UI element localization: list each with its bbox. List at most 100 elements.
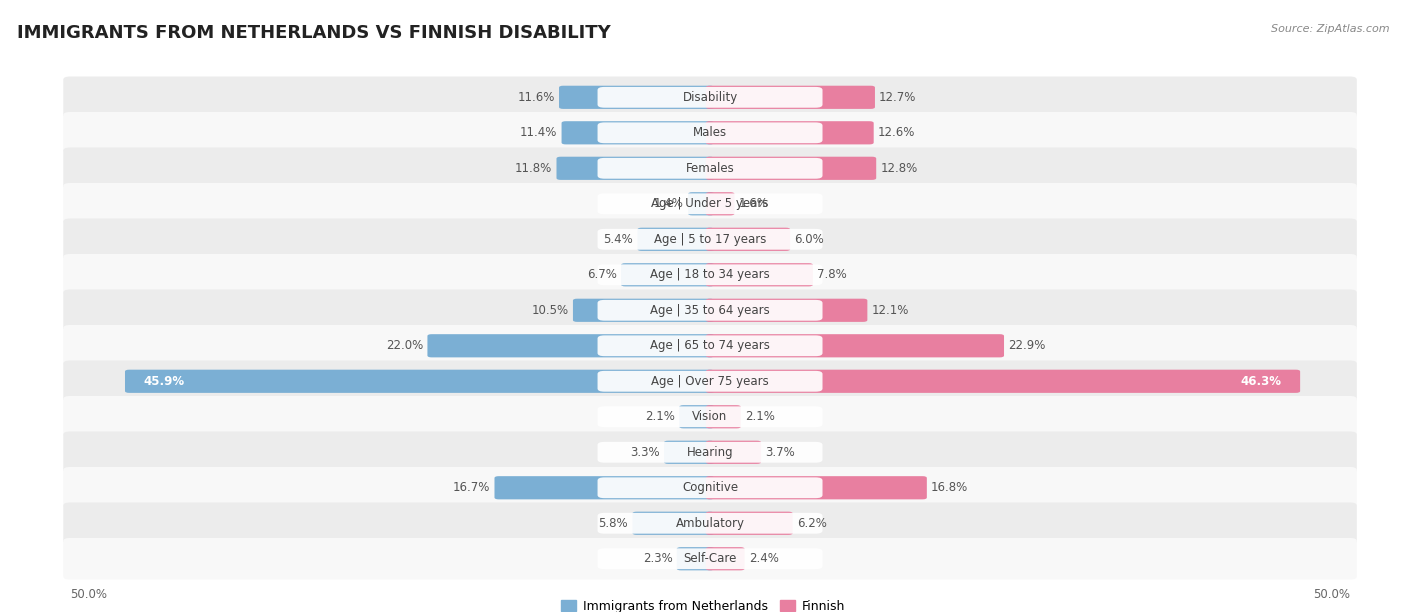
FancyBboxPatch shape [125, 370, 714, 393]
Text: Age | 65 to 74 years: Age | 65 to 74 years [650, 339, 770, 353]
FancyBboxPatch shape [706, 228, 790, 251]
Text: 2.3%: 2.3% [643, 552, 672, 565]
FancyBboxPatch shape [561, 121, 714, 144]
FancyBboxPatch shape [63, 467, 1357, 509]
FancyBboxPatch shape [706, 512, 793, 535]
Text: 22.9%: 22.9% [1008, 339, 1046, 353]
FancyBboxPatch shape [706, 405, 741, 428]
FancyBboxPatch shape [706, 334, 1004, 357]
FancyBboxPatch shape [63, 254, 1357, 296]
Text: 1.4%: 1.4% [654, 197, 683, 211]
Text: 2.1%: 2.1% [745, 410, 775, 424]
FancyBboxPatch shape [637, 228, 714, 251]
Text: 5.4%: 5.4% [603, 233, 633, 246]
FancyBboxPatch shape [706, 157, 876, 180]
FancyBboxPatch shape [598, 477, 823, 498]
Text: Age | 35 to 64 years: Age | 35 to 64 years [650, 304, 770, 317]
Text: Females: Females [686, 162, 734, 175]
Text: 11.6%: 11.6% [517, 91, 555, 104]
Text: 50.0%: 50.0% [70, 588, 107, 600]
FancyBboxPatch shape [574, 299, 714, 322]
FancyBboxPatch shape [598, 264, 823, 285]
FancyBboxPatch shape [63, 147, 1357, 189]
Text: 11.8%: 11.8% [515, 162, 553, 175]
Legend: Immigrants from Netherlands, Finnish: Immigrants from Netherlands, Finnish [557, 595, 849, 612]
FancyBboxPatch shape [598, 300, 823, 321]
FancyBboxPatch shape [633, 512, 714, 535]
Text: 3.3%: 3.3% [630, 446, 659, 459]
FancyBboxPatch shape [63, 431, 1357, 473]
Text: Ambulatory: Ambulatory [675, 517, 745, 530]
FancyBboxPatch shape [706, 121, 873, 144]
FancyBboxPatch shape [598, 442, 823, 463]
FancyBboxPatch shape [706, 441, 761, 464]
FancyBboxPatch shape [706, 299, 868, 322]
FancyBboxPatch shape [676, 547, 714, 570]
Text: 5.8%: 5.8% [599, 517, 628, 530]
FancyBboxPatch shape [598, 193, 823, 214]
Text: Self-Care: Self-Care [683, 552, 737, 565]
FancyBboxPatch shape [706, 370, 1301, 393]
FancyBboxPatch shape [598, 122, 823, 143]
Text: Age | 18 to 34 years: Age | 18 to 34 years [650, 268, 770, 282]
FancyBboxPatch shape [706, 547, 745, 570]
Text: Age | Over 75 years: Age | Over 75 years [651, 375, 769, 388]
Text: 3.7%: 3.7% [765, 446, 794, 459]
FancyBboxPatch shape [706, 192, 734, 215]
Text: 12.7%: 12.7% [879, 91, 917, 104]
FancyBboxPatch shape [63, 502, 1357, 544]
Text: 10.5%: 10.5% [531, 304, 568, 317]
Text: Age | Under 5 years: Age | Under 5 years [651, 197, 769, 211]
Text: 1.6%: 1.6% [738, 197, 769, 211]
Text: 6.0%: 6.0% [794, 233, 824, 246]
Text: 6.2%: 6.2% [797, 517, 827, 530]
FancyBboxPatch shape [63, 112, 1357, 154]
FancyBboxPatch shape [598, 335, 823, 356]
FancyBboxPatch shape [664, 441, 714, 464]
FancyBboxPatch shape [621, 263, 714, 286]
FancyBboxPatch shape [688, 192, 714, 215]
Text: 2.4%: 2.4% [749, 552, 779, 565]
Text: 45.9%: 45.9% [143, 375, 184, 388]
FancyBboxPatch shape [557, 157, 714, 180]
FancyBboxPatch shape [598, 158, 823, 179]
Text: Age | 5 to 17 years: Age | 5 to 17 years [654, 233, 766, 246]
Text: 7.8%: 7.8% [817, 268, 846, 282]
FancyBboxPatch shape [63, 360, 1357, 402]
Text: 16.7%: 16.7% [453, 481, 491, 494]
Text: 12.8%: 12.8% [880, 162, 918, 175]
Text: 50.0%: 50.0% [1313, 588, 1350, 600]
FancyBboxPatch shape [427, 334, 714, 357]
Text: 6.7%: 6.7% [586, 268, 617, 282]
Text: 11.4%: 11.4% [520, 126, 557, 140]
FancyBboxPatch shape [63, 396, 1357, 438]
FancyBboxPatch shape [495, 476, 714, 499]
FancyBboxPatch shape [598, 371, 823, 392]
Text: 12.6%: 12.6% [877, 126, 915, 140]
FancyBboxPatch shape [706, 86, 875, 109]
FancyBboxPatch shape [598, 406, 823, 427]
Text: Vision: Vision [692, 410, 728, 424]
FancyBboxPatch shape [679, 405, 714, 428]
Text: Males: Males [693, 126, 727, 140]
Text: 46.3%: 46.3% [1241, 375, 1282, 388]
Text: Disability: Disability [682, 91, 738, 104]
Text: 16.8%: 16.8% [931, 481, 969, 494]
FancyBboxPatch shape [63, 538, 1357, 580]
FancyBboxPatch shape [560, 86, 714, 109]
Text: 22.0%: 22.0% [387, 339, 423, 353]
Text: Source: ZipAtlas.com: Source: ZipAtlas.com [1271, 24, 1389, 34]
FancyBboxPatch shape [598, 513, 823, 534]
FancyBboxPatch shape [63, 289, 1357, 331]
FancyBboxPatch shape [706, 476, 927, 499]
FancyBboxPatch shape [63, 218, 1357, 260]
FancyBboxPatch shape [63, 325, 1357, 367]
FancyBboxPatch shape [63, 76, 1357, 118]
Text: IMMIGRANTS FROM NETHERLANDS VS FINNISH DISABILITY: IMMIGRANTS FROM NETHERLANDS VS FINNISH D… [17, 24, 610, 42]
FancyBboxPatch shape [598, 548, 823, 569]
Text: Hearing: Hearing [686, 446, 734, 459]
FancyBboxPatch shape [63, 183, 1357, 225]
Text: 12.1%: 12.1% [872, 304, 908, 317]
Text: Cognitive: Cognitive [682, 481, 738, 494]
Text: 2.1%: 2.1% [645, 410, 675, 424]
